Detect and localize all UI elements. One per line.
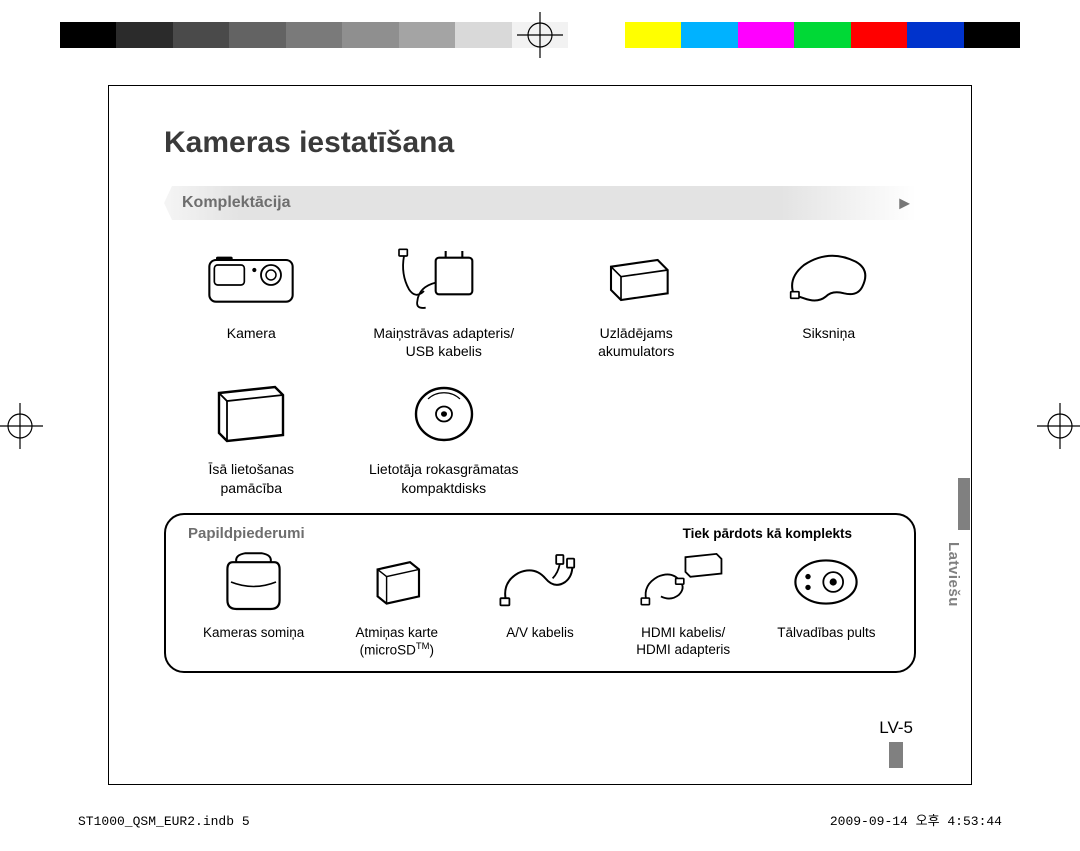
page-number: LV-5 bbox=[879, 718, 913, 738]
color-swatch bbox=[60, 22, 116, 48]
color-swatch bbox=[455, 22, 511, 48]
item-label: Siksniņa bbox=[802, 324, 855, 342]
item-label: Kamera bbox=[227, 324, 276, 342]
accessories-title: Papildpiederumi bbox=[188, 525, 305, 542]
color-swatch bbox=[964, 22, 1020, 48]
color-swatch bbox=[173, 22, 229, 48]
registration-mark-right bbox=[1035, 401, 1080, 451]
item-strap: Siksniņa bbox=[742, 238, 917, 360]
items-row-2: Īsā lietošanaspamācība Lietotāja rokasgr… bbox=[164, 374, 916, 496]
color-swatch bbox=[342, 22, 398, 48]
accessories-note: Tiek pārdots kā komplekts bbox=[683, 526, 852, 541]
adapter-icon bbox=[394, 238, 494, 318]
item-label: Uzlādējamsakumulators bbox=[598, 324, 674, 360]
acc-remote: Tālvadības pults bbox=[761, 546, 892, 660]
color-swatch bbox=[625, 22, 681, 48]
registration-mark-top bbox=[515, 10, 565, 60]
strap-icon bbox=[779, 238, 879, 318]
color-swatch bbox=[794, 22, 850, 48]
item-label: HDMI kabelis/HDMI adapteris bbox=[636, 624, 730, 659]
item-label: Tālvadības pults bbox=[777, 624, 875, 642]
color-swatch bbox=[738, 22, 794, 48]
section-header: Komplektācija ▶ bbox=[164, 186, 916, 220]
footer-right: 2009-09-14 오후 4:53:44 bbox=[830, 810, 1002, 829]
color-swatch bbox=[286, 22, 342, 48]
camera-icon bbox=[201, 238, 301, 318]
color-swatch bbox=[907, 22, 963, 48]
acc-av-cable: A/V kabelis bbox=[474, 546, 605, 660]
color-swatch bbox=[568, 22, 624, 48]
item-battery: Uzlādējamsakumulators bbox=[549, 238, 724, 360]
cd-icon bbox=[394, 374, 494, 454]
item-cd: Lietotāja rokasgrāmataskompaktdisks bbox=[357, 374, 532, 496]
hdmi-icon bbox=[638, 546, 728, 618]
color-swatch bbox=[116, 22, 172, 48]
color-swatch bbox=[681, 22, 737, 48]
memory-card-icon bbox=[352, 546, 442, 618]
item-label: Kameras somiņa bbox=[203, 624, 304, 642]
acc-hdmi: HDMI kabelis/HDMI adapteris bbox=[618, 546, 749, 660]
page-number-wrap: LV-5 bbox=[879, 718, 913, 768]
registration-mark-left bbox=[0, 401, 45, 451]
page-frame: Kameras iestatīšana Komplektācija ▶ bbox=[108, 85, 972, 785]
color-swatch bbox=[229, 22, 285, 48]
page-title: Kameras iestatīšana bbox=[164, 126, 916, 160]
item-label: Lietotāja rokasgrāmataskompaktdisks bbox=[369, 460, 518, 496]
accessories-box: Papildpiederumi Tiek pārdots kā komplekt… bbox=[164, 513, 916, 674]
item-label: Īsā lietošanaspamācība bbox=[208, 460, 294, 496]
av-cable-icon bbox=[495, 546, 585, 618]
acc-case: Kameras somiņa bbox=[188, 546, 319, 660]
section-label: Komplektācija bbox=[164, 194, 290, 212]
language-tab: Latviešu bbox=[942, 478, 970, 608]
item-qsg: Īsā lietošanaspamācība bbox=[164, 374, 339, 496]
color-swatch bbox=[399, 22, 455, 48]
acc-memory: Atmiņas karte(microSDTM) bbox=[331, 546, 462, 660]
items-row-1: Kamera Maiņstrāvas adapteris/USB kabelis bbox=[164, 238, 916, 360]
item-label: Maiņstrāvas adapteris/USB kabelis bbox=[373, 324, 514, 360]
item-label: A/V kabelis bbox=[506, 624, 574, 642]
battery-icon bbox=[586, 238, 686, 318]
section-arrow-icon: ▶ bbox=[899, 195, 910, 212]
booklet-icon bbox=[201, 374, 301, 454]
remote-icon bbox=[781, 546, 871, 618]
case-icon bbox=[209, 546, 299, 618]
language-label: Latviešu bbox=[945, 542, 962, 607]
item-camera: Kamera bbox=[164, 238, 339, 360]
color-swatch bbox=[851, 22, 907, 48]
footer-left: ST1000_QSM_EUR2.indb 5 bbox=[78, 814, 250, 829]
item-adapter: Maiņstrāvas adapteris/USB kabelis bbox=[357, 238, 532, 360]
item-label: Atmiņas karte(microSDTM) bbox=[356, 624, 439, 660]
